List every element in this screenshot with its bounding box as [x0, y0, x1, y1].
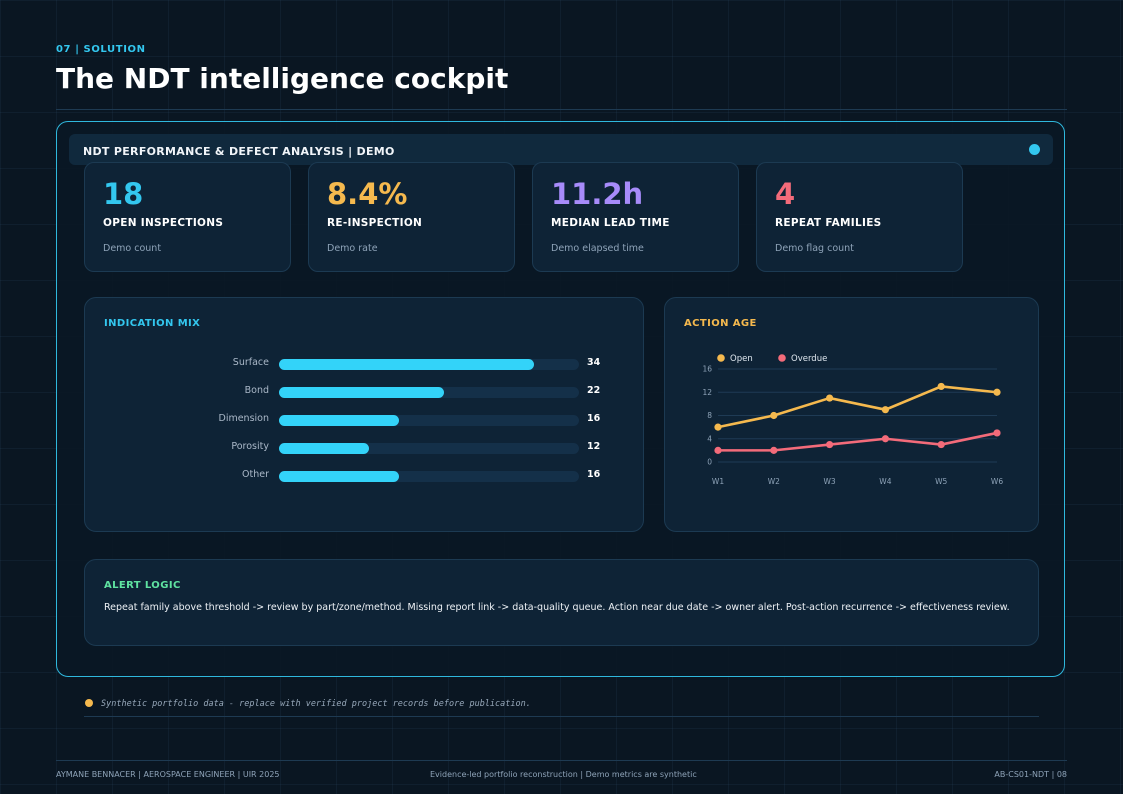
kpi-value: 11.2h: [551, 177, 644, 211]
kpi-subtitle: Demo count: [103, 243, 162, 254]
bar-label-bond: Bond: [244, 385, 269, 396]
y-tick-label: 12: [702, 388, 712, 397]
alert-logic-title: ALERT LOGIC: [104, 580, 181, 591]
panel-header: [69, 134, 1053, 165]
kpi-subtitle: Demo elapsed time: [551, 243, 644, 254]
disclaimer-dot: [85, 699, 93, 707]
point-overdue: [937, 440, 945, 449]
point-overdue: [881, 435, 889, 443]
bar-value-bond: 22: [587, 385, 601, 396]
bar-track-porosity: [279, 443, 579, 454]
disclaimer-divider: [84, 716, 1039, 717]
alert-logic-text: Repeat family above threshold -> review …: [104, 602, 1010, 613]
kpi-subtitle: Demo flag count: [775, 243, 854, 254]
kpi-label: RE-INSPECTION: [327, 217, 423, 229]
point-open: [993, 388, 1001, 396]
disclaimer-note: Synthetic portfolio data - replace with …: [101, 699, 531, 709]
bar-track-other: [279, 471, 579, 482]
bar-value-surface: 34: [587, 357, 601, 368]
kpi-value: 8.4%: [327, 177, 408, 211]
bar-value-other: 16: [587, 469, 601, 480]
bar-label-dimension: Dimension: [218, 413, 270, 424]
kpi-label: OPEN INSPECTIONS: [103, 217, 224, 229]
kpi-label: REPEAT FAMILIES: [775, 217, 882, 229]
y-tick-label: 8: [707, 411, 712, 420]
bar-porosity: [279, 443, 369, 454]
point-overdue: [993, 429, 1001, 437]
line-open: [716, 385, 999, 429]
point-open: [937, 382, 945, 391]
y-tick-label: 16: [702, 365, 712, 374]
indication-mix-card: INDICATION MIX: [84, 297, 644, 532]
bar-value-dimension: 16: [587, 413, 601, 424]
alert-logic-card: ALERT LOGIC: [84, 559, 1039, 646]
legend-label-open: Open: [730, 354, 753, 364]
kpi-card-median-lead-time[interactable]: 11.2h MEDIAN LEAD TIME Demo elapsed time: [532, 162, 739, 272]
footer-page-ref: AB-CS01-NDT | 08: [994, 770, 1067, 779]
legend-marker-overdue: [778, 354, 786, 362]
y-tick-label: 4: [707, 434, 712, 443]
kpi-value: 4: [775, 177, 796, 211]
legend-marker-open: [717, 354, 725, 362]
point-overdue: [826, 440, 834, 449]
status-dot: [1029, 144, 1040, 155]
x-tick-label: W2: [768, 477, 780, 486]
point-overdue: [770, 446, 778, 454]
kpi-card-re-inspection[interactable]: 8.4% RE-INSPECTION Demo rate: [308, 162, 515, 272]
bar-label-other: Other: [242, 469, 269, 480]
indication-mix-title: INDICATION MIX: [104, 318, 201, 329]
kpi-subtitle: Demo rate: [327, 243, 378, 254]
legend-label-overdue: Overdue: [791, 354, 827, 364]
action-age-chart: 0 4 8 12 16 W1 W2 W3 W4 W5 W6 Open Overdue: [702, 354, 1003, 486]
x-tick-label: W3: [824, 477, 836, 486]
page-title: The NDT intelligence cockpit: [56, 62, 509, 95]
action-age-card: ACTION AGE: [664, 297, 1039, 532]
x-tick-label: W5: [935, 477, 947, 486]
title-divider: [56, 109, 1067, 110]
action-age-title: ACTION AGE: [684, 318, 757, 329]
point-overdue: [714, 446, 722, 454]
point-open: [881, 406, 889, 414]
bar-track-bond: [279, 387, 579, 398]
line-overdue: [716, 431, 999, 452]
bar-other: [279, 471, 399, 482]
kpi-card-repeat-families[interactable]: 4 REPEAT FAMILIES Demo flag count: [756, 162, 963, 272]
bar-bond: [279, 387, 444, 398]
bar-surface: [279, 359, 534, 370]
x-tick-label: W6: [991, 477, 1003, 486]
footer-divider: [56, 760, 1067, 761]
kpi-card-open-inspections[interactable]: 18 OPEN INSPECTIONS Demo count: [84, 162, 291, 272]
bar-value-porosity: 12: [587, 441, 601, 452]
point-open: [826, 394, 834, 402]
kpi-label: MEDIAN LEAD TIME: [551, 217, 670, 229]
point-open: [714, 423, 722, 431]
x-tick-label: W1: [712, 477, 724, 486]
footer-author: AYMANE BENNACER | AEROSPACE ENGINEER | U…: [56, 770, 280, 779]
x-tick-label: W4: [879, 477, 891, 486]
bar-label-porosity: Porosity: [231, 441, 269, 452]
panel-title: NDT PERFORMANCE & DEFECT ANALYSIS | DEMO: [83, 145, 395, 158]
point-open: [770, 411, 778, 420]
section-kicker: 07 | SOLUTION: [56, 44, 146, 55]
bar-dimension: [279, 415, 399, 426]
bar-track-surface: [279, 359, 579, 370]
footer-caption: Evidence-led portfolio reconstruction | …: [430, 770, 697, 779]
y-tick-label: 0: [707, 458, 712, 467]
bar-label-surface: Surface: [232, 357, 269, 368]
bar-track-dimension: [279, 415, 579, 426]
kpi-value: 18: [103, 177, 144, 211]
